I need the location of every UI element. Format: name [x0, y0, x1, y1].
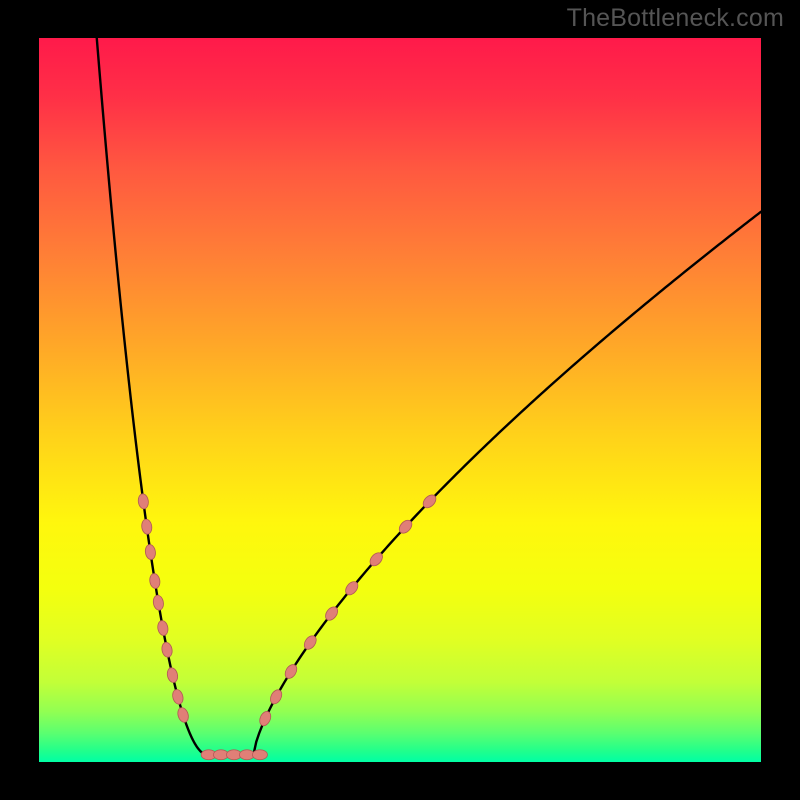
plot-area	[39, 38, 761, 762]
data-bead	[252, 750, 267, 760]
watermark-text: TheBottleneck.com	[567, 4, 784, 33]
gradient-bg	[39, 38, 761, 762]
chart-svg	[39, 38, 761, 762]
frame: TheBottleneck.com	[0, 0, 800, 800]
